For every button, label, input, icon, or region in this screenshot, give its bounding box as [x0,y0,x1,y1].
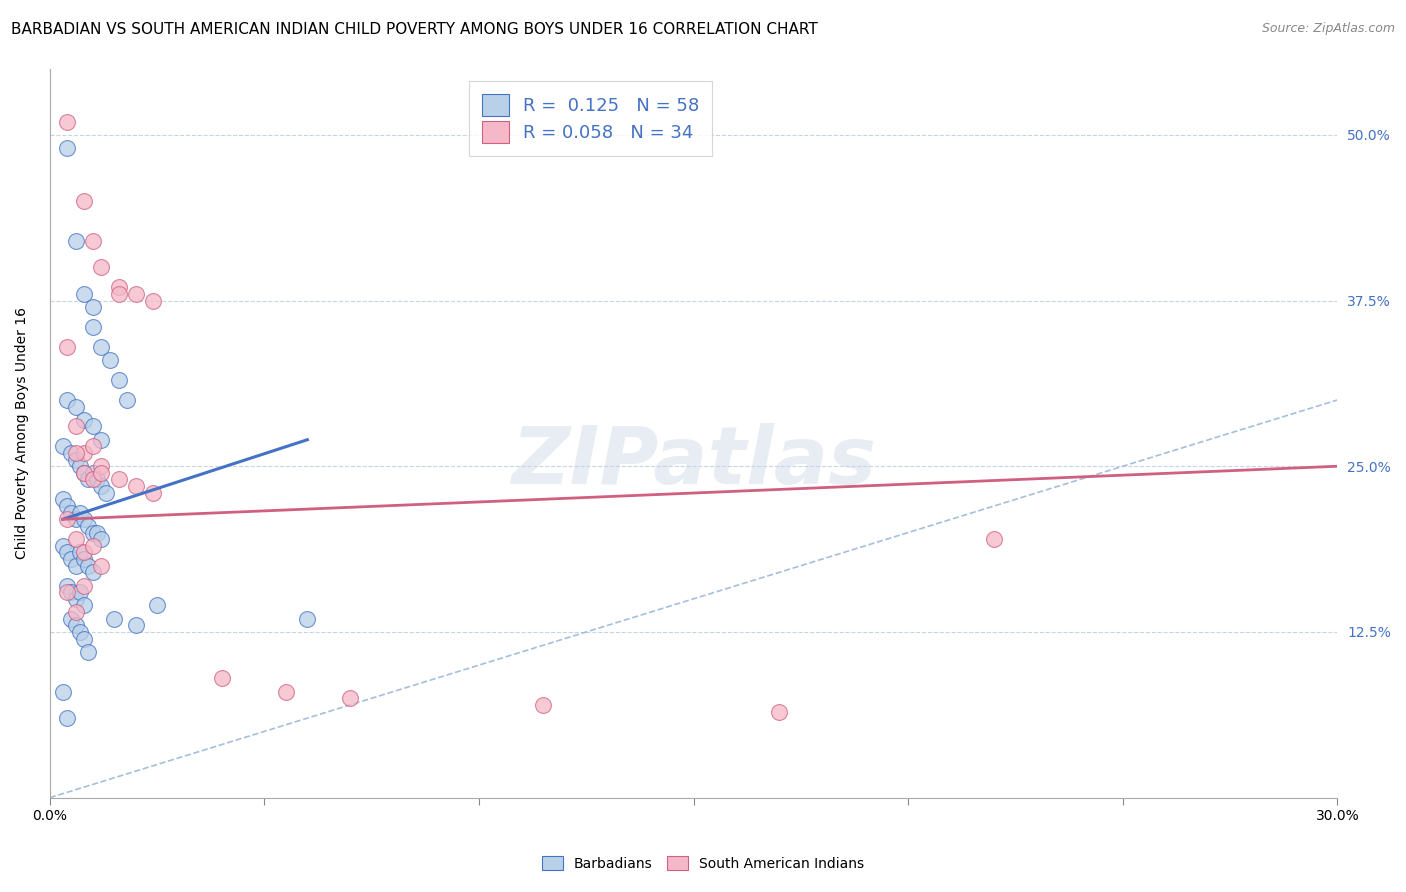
Point [73,286,96,301]
Point [69,585,91,599]
Point [90,340,112,354]
Point [60,612,83,626]
Point [124,618,146,632]
Point [297,612,319,626]
Point [73,552,96,566]
Point [65,618,87,632]
Point [82,439,104,453]
Point [768,705,790,719]
Point [65,419,87,434]
Point [52,492,75,507]
Point [94,485,117,500]
Point [142,293,165,308]
Point [65,532,87,546]
Legend: R =  0.125   N = 58, R = 0.058   N = 34: R = 0.125 N = 58, R = 0.058 N = 34 [470,81,713,156]
Point [82,566,104,580]
Legend: Barbadians, South American Indians: Barbadians, South American Indians [537,850,869,876]
Point [90,459,112,474]
Point [82,539,104,553]
Point [82,525,104,540]
Point [65,452,87,467]
Point [65,591,87,606]
Point [73,578,96,592]
Point [52,684,75,698]
Point [77,558,100,573]
Point [82,320,104,334]
Point [73,599,96,613]
Point [339,691,361,706]
Point [73,466,96,480]
Text: ZIPatlas: ZIPatlas [512,424,876,501]
Point [65,512,87,526]
Point [56,499,79,513]
Point [56,512,79,526]
Point [77,519,100,533]
Point [90,532,112,546]
Point [107,473,129,487]
Point [73,446,96,460]
Point [65,234,87,248]
Point [73,512,96,526]
Point [69,506,91,520]
Point [56,545,79,559]
Point [98,353,121,368]
Point [56,114,79,128]
Point [86,473,108,487]
Text: Source: ZipAtlas.com: Source: ZipAtlas.com [1261,22,1395,36]
Point [77,473,100,487]
Point [90,260,112,275]
Point [82,300,104,314]
Point [60,585,83,599]
Point [107,373,129,387]
Point [211,671,233,685]
Point [274,684,297,698]
Point [86,525,108,540]
Point [65,605,87,619]
Point [103,612,125,626]
Point [56,340,79,354]
Point [90,479,112,493]
Point [90,466,112,480]
Point [60,506,83,520]
Point [73,545,96,559]
Point [69,459,91,474]
Point [73,632,96,646]
Point [69,624,91,639]
Point [82,234,104,248]
Point [90,558,112,573]
Point [56,585,79,599]
Point [69,545,91,559]
Point [124,286,146,301]
Point [73,413,96,427]
Point [124,479,146,493]
Point [56,578,79,592]
Point [531,698,554,712]
Point [90,433,112,447]
Point [107,286,129,301]
Point [60,446,83,460]
Point [82,473,104,487]
Point [146,599,169,613]
Point [107,280,129,294]
Point [73,194,96,208]
Point [56,392,79,407]
Point [983,532,1005,546]
Point [82,419,104,434]
Point [56,141,79,155]
Point [65,558,87,573]
Point [65,446,87,460]
Point [60,552,83,566]
Point [77,645,100,659]
Point [82,466,104,480]
Point [115,392,138,407]
Text: BARBADIAN VS SOUTH AMERICAN INDIAN CHILD POVERTY AMONG BOYS UNDER 16 CORRELATION: BARBADIAN VS SOUTH AMERICAN INDIAN CHILD… [11,22,818,37]
Point [65,400,87,414]
Point [73,466,96,480]
Point [52,539,75,553]
Point [56,711,79,725]
Point [142,485,165,500]
Point [52,439,75,453]
Y-axis label: Child Poverty Among Boys Under 16: Child Poverty Among Boys Under 16 [15,307,30,559]
